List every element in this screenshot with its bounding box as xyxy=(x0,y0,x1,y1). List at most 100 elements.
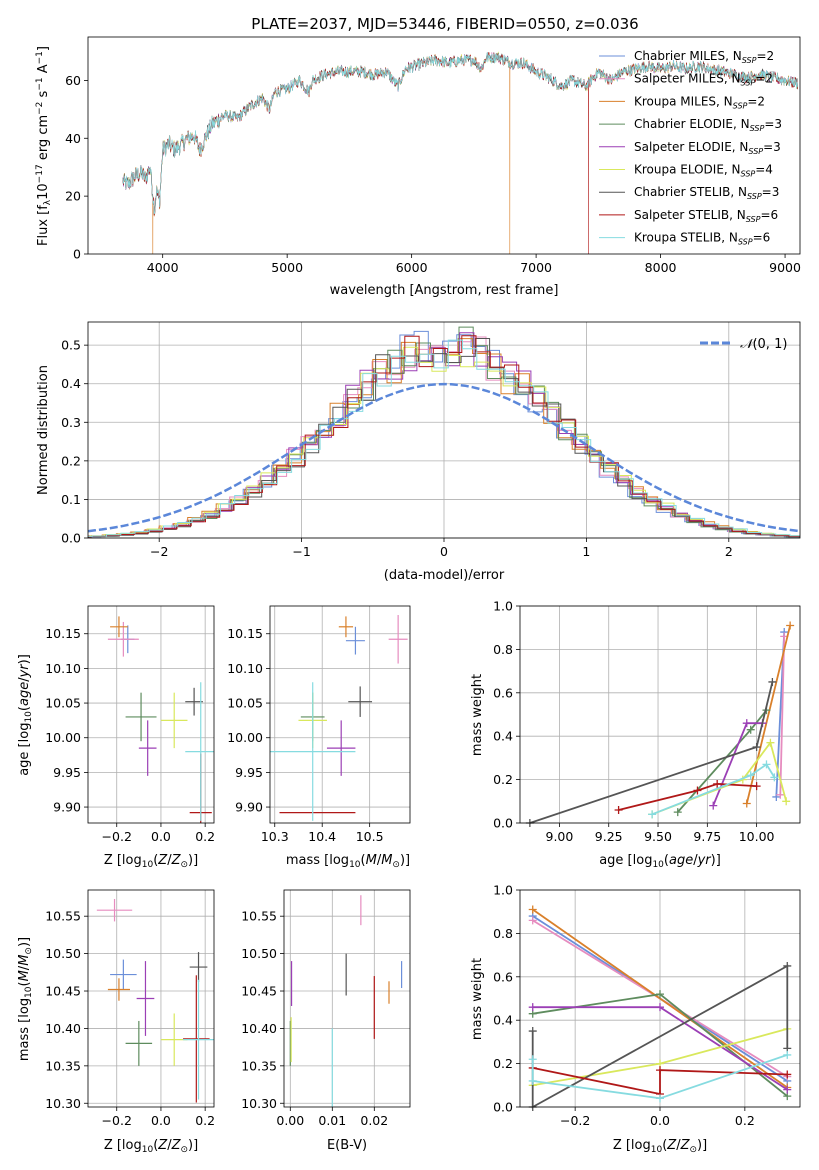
weight-line-salpeter-stelib xyxy=(532,1067,788,1096)
mass-vs-ebv-panel: 0.00 0.01 0.02 10.30 10.35 10.40 10.45 10.50 10.… xyxy=(241,889,411,1153)
spectrum-ylabel: Flux [fλ10−17 erg cm−2 s−1 A−1] xyxy=(35,46,53,246)
legend-label-kroupa-miles: Kroupa MILES, NSSP=2 xyxy=(634,94,765,110)
errorbar-point-kroupa-miles xyxy=(110,616,128,638)
spectrum-xlabel: wavelength [Angstrom, rest frame] xyxy=(330,283,559,298)
weight-line-salpeter-miles xyxy=(779,636,786,795)
errorbar-point-kroupa-elodie xyxy=(160,692,188,749)
weight-marker-salpeter-elodie xyxy=(742,719,751,728)
y-tick-label: 40 xyxy=(65,131,81,146)
x-tick-label: −0.2 xyxy=(102,1113,132,1128)
y-tick-label: 0 xyxy=(73,247,81,262)
weight-marker-salpeter-stelib xyxy=(693,786,702,795)
errorbar-point-salpeter-stelib xyxy=(183,975,210,1103)
errorbar-point-salpeter-miles xyxy=(388,615,408,664)
weight-line-kroupa-miles xyxy=(745,625,791,804)
weight-marker-salpeter-elodie xyxy=(783,1085,792,1094)
weight-marker-chabrier-elodie xyxy=(656,990,664,999)
x-tick-label: −2 xyxy=(150,544,168,559)
errorbar-point-salpeter-miles xyxy=(107,621,139,657)
y-tick-label: 10.15 xyxy=(227,626,263,641)
x-tick-label: 0.0 xyxy=(151,829,171,844)
errorbar-point-chabrier-stelib xyxy=(348,686,373,717)
errorbar-point-chabrier-elodie xyxy=(125,692,157,742)
y-tick-label: 10.50 xyxy=(241,946,277,961)
mass-vs-ebv-frame xyxy=(283,889,411,1108)
weight-vs-age-frame xyxy=(519,605,801,824)
weight-line-kroupa-stelib xyxy=(531,1054,788,1100)
x-tick-label: −1 xyxy=(292,544,310,559)
errorbar-point-salpeter-miles xyxy=(96,898,133,922)
y-tick-label: 20 xyxy=(65,189,81,204)
y-tick-label: 10.45 xyxy=(45,984,81,999)
y-tick-label: 0.8 xyxy=(493,642,513,657)
y-tick-label: 0.3 xyxy=(61,415,81,430)
weight-marker-chabrier-elodie xyxy=(746,725,755,734)
mass-vs-z-ylabel: mass [log10(M/M⊙)] xyxy=(17,937,34,1061)
weight-marker-chabrier-stelib xyxy=(528,1027,537,1036)
x-tick-label: 9.50 xyxy=(644,829,672,844)
legend-label-salpeter-elodie: Salpeter ELODIE, NSSP=3 xyxy=(634,140,781,156)
residual-hist-chabrier-stelib xyxy=(88,338,800,538)
legend-label-salpeter-stelib: Salpeter STELIB, NSSP=6 xyxy=(634,208,778,224)
errorbar-point-kroupa-stelib xyxy=(185,682,214,821)
y-tick-label: 0.4 xyxy=(61,376,81,391)
x-tick-label: 0.0 xyxy=(151,1113,171,1128)
residual-hist-chabrier-elodie xyxy=(88,326,800,538)
y-tick-label: 10.10 xyxy=(45,661,81,676)
errorbar-point-chabrier-stelib xyxy=(185,687,203,716)
y-tick-label: 10.35 xyxy=(45,1058,81,1073)
y-tick-label: 10.50 xyxy=(45,946,81,961)
y-tick-label: 10.00 xyxy=(45,730,81,745)
weight-marker-salpeter-stelib xyxy=(752,782,761,791)
weight-marker-chabrier-stelib xyxy=(783,961,792,970)
errorbar-point-kroupa-stelib xyxy=(183,979,214,1100)
y-tick-label: 10.10 xyxy=(227,661,263,676)
legend-label-chabrier-stelib: Chabrier STELIB, NSSP=3 xyxy=(634,185,779,201)
y-tick-label: 1.0 xyxy=(493,883,513,898)
x-tick-label: 9.25 xyxy=(595,829,623,844)
weight-marker-salpeter-elodie xyxy=(656,1003,664,1012)
x-tick-label: 8000 xyxy=(645,260,677,275)
weight-marker-kroupa-stelib xyxy=(762,760,771,769)
legend-label-salpeter-miles: Salpeter MILES, NSSP=2 xyxy=(634,72,773,88)
spectrum-axes-frame xyxy=(87,36,801,255)
y-tick-label: 0.6 xyxy=(493,969,513,984)
residuals-panel: −2 −1 0 1 2 0.0 0.1 0.2 0.3 0.4 0.5 𝒩(0, 1) (data-… xyxy=(36,321,801,583)
x-tick-label: 0.02 xyxy=(360,1113,388,1128)
y-tick-label: 0.6 xyxy=(493,685,513,700)
weight-marker-kroupa-miles xyxy=(742,799,751,808)
legend-label-kroupa-elodie: Kroupa ELODIE, NSSP=4 xyxy=(634,163,773,179)
y-tick-label: 10.55 xyxy=(241,909,277,924)
y-tick-label: 10.00 xyxy=(227,730,263,745)
residual-hist-kroupa-miles xyxy=(88,338,800,537)
y-tick-label: 10.05 xyxy=(227,696,263,711)
x-tick-label: 0.0 xyxy=(650,1113,670,1128)
x-tick-label: 10.00 xyxy=(739,829,775,844)
x-tick-label: 9000 xyxy=(769,260,801,275)
weight-vs-z-frame xyxy=(519,889,801,1108)
y-tick-label: 10.05 xyxy=(45,696,81,711)
errorbar-point-salpeter-elodie xyxy=(326,720,356,776)
weight-line-chabrier-elodie xyxy=(677,709,768,813)
errorbar-point-chabrier-miles xyxy=(110,959,137,990)
weight-marker-kroupa-stelib xyxy=(783,1050,792,1059)
age-vs-z-frame xyxy=(87,605,215,824)
x-tick-label: 0.01 xyxy=(318,1113,346,1128)
x-tick-label: −0.2 xyxy=(102,829,132,844)
weight-line-kroupa-miles xyxy=(532,908,788,1089)
y-tick-label: 9.90 xyxy=(53,800,81,815)
mass-vs-z-panel: −0.2 0.0 0.2 10.30 10.35 10.40 10.45 10.50 10.55… xyxy=(17,889,215,1155)
y-tick-label: 0.0 xyxy=(493,816,513,831)
x-tick-label: 6000 xyxy=(396,260,428,275)
weight-marker-salpeter-stelib xyxy=(614,805,623,814)
residuals-ylabel: Normed distribution xyxy=(36,365,51,495)
residuals-xlabel: (data-model)/error xyxy=(384,568,505,583)
y-tick-label: 0.2 xyxy=(493,772,513,787)
residual-hist-kroupa-elodie xyxy=(88,346,800,538)
weight-marker-kroupa-miles xyxy=(528,905,537,914)
residual-hist-chabrier-miles xyxy=(88,330,800,538)
x-tick-label: 0.2 xyxy=(195,829,215,844)
errorbar-point-kroupa-stelib xyxy=(270,682,356,821)
y-tick-label: 10.30 xyxy=(45,1096,81,1111)
